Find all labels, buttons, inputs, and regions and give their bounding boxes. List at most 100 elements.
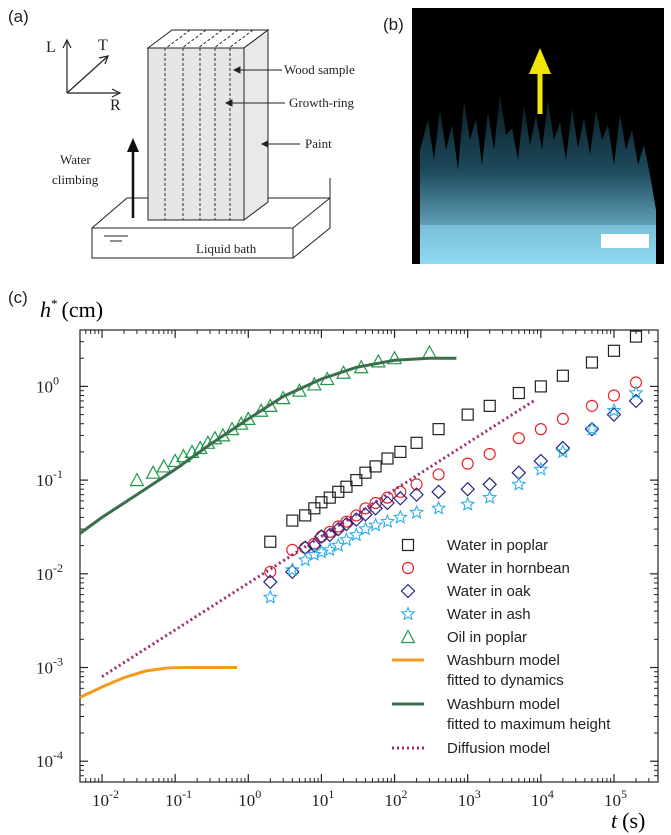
data-point xyxy=(306,546,322,562)
paint-label: Paint xyxy=(305,136,332,151)
data-point xyxy=(555,440,571,456)
series-line xyxy=(101,399,535,678)
legend-item: Washburn model fitted to maximum height xyxy=(392,696,611,733)
data-point xyxy=(340,480,353,493)
x-axis-title: t (s) xyxy=(611,808,645,833)
y-tick-exp: -2 xyxy=(53,561,63,575)
data-point xyxy=(409,487,424,502)
data-point xyxy=(297,552,313,567)
series-layer xyxy=(79,330,644,699)
legend-label: Water in oak xyxy=(447,583,531,600)
x-tick-label: 10-1 xyxy=(165,787,192,810)
series-dotted-7 xyxy=(101,399,535,678)
series-square-0 xyxy=(264,330,643,548)
x-tick-exp: -2 xyxy=(109,787,119,801)
y-tick-exp: -1 xyxy=(53,467,63,481)
wood-sample xyxy=(146,29,270,221)
y-axis-symbol: h xyxy=(40,297,51,322)
data-point xyxy=(432,468,445,481)
legend-label: Washburn model xyxy=(447,652,560,669)
data-point xyxy=(585,356,599,369)
x-tick-exp: -1 xyxy=(182,787,192,801)
data-point xyxy=(482,477,498,492)
data-point xyxy=(392,509,408,524)
x-tick-exp: 5 xyxy=(621,787,627,801)
data-point xyxy=(381,452,394,465)
data-point xyxy=(410,436,423,449)
data-point xyxy=(556,412,569,426)
y-tick-label: 10-1 xyxy=(36,467,63,490)
data-point xyxy=(387,350,403,365)
data-point xyxy=(628,385,644,400)
data-point xyxy=(460,496,476,511)
y-tick-label: 10-2 xyxy=(36,561,63,584)
climbing-direction-arrow xyxy=(529,48,551,114)
x-tick-label: 105 xyxy=(604,787,627,810)
x-tick-exp: 2 xyxy=(402,787,408,801)
data-point xyxy=(629,330,643,343)
legend-marker xyxy=(400,606,416,621)
data-point xyxy=(350,474,363,487)
axis-R-label: R xyxy=(110,97,121,114)
data-point xyxy=(432,423,445,436)
x-axis-unit: (s) xyxy=(622,808,645,833)
legend-item: Water in oak xyxy=(400,583,531,600)
panel-b-label: (b) xyxy=(383,15,404,34)
legend: Water in poplar Water in hornbean Water in… xyxy=(392,537,611,757)
data-point xyxy=(380,495,395,511)
legend-item: Diffusion model xyxy=(392,740,550,757)
legend-item: Water in hornbean xyxy=(401,560,570,577)
data-point xyxy=(359,502,372,515)
data-point xyxy=(394,445,407,459)
data-point xyxy=(607,389,621,402)
data-point xyxy=(461,457,474,470)
y-tick-base: 10 xyxy=(36,377,53,396)
x-tick-base: 10 xyxy=(385,791,402,810)
series-line-6 xyxy=(79,356,457,535)
wood-sample-label: Wood sample xyxy=(284,62,355,77)
data-point xyxy=(585,399,599,412)
data-point xyxy=(534,423,547,436)
x-tick-base: 10 xyxy=(604,791,621,810)
x-tick-base: 10 xyxy=(238,791,255,810)
y-tick-exp: -4 xyxy=(53,748,63,762)
data-point xyxy=(145,464,161,479)
x-tick-exp: 0 xyxy=(255,787,261,801)
legend-label: Water in ash xyxy=(447,606,531,623)
liquid-bath-label: Liquid bath xyxy=(196,241,257,256)
series-line xyxy=(79,666,237,699)
x-tick-label: 10-2 xyxy=(92,787,119,810)
data-point xyxy=(359,466,372,479)
y-tick-label: 100 xyxy=(36,373,59,396)
legend-label: Diffusion model xyxy=(447,740,550,757)
growth-ring-label: Growth-ring xyxy=(289,95,354,110)
scale-bar xyxy=(601,234,649,248)
legend-label-line2: fitted to dynamics xyxy=(447,672,564,689)
data-point xyxy=(606,402,622,418)
data-point xyxy=(584,421,600,436)
data-point xyxy=(607,344,621,357)
data-point xyxy=(368,517,384,532)
data-point xyxy=(394,485,407,498)
water-climbing-label-1: Water xyxy=(60,152,91,167)
series-line-5 xyxy=(79,666,237,699)
data-point xyxy=(512,386,525,400)
x-tick-base: 10 xyxy=(458,791,475,810)
data-point xyxy=(511,476,527,491)
legend-marker xyxy=(400,583,416,599)
annotation-pointers xyxy=(224,66,300,148)
data-point xyxy=(262,589,278,604)
legend-item: Water in ash xyxy=(400,606,531,623)
data-point xyxy=(381,491,394,504)
y-tick-exp: 0 xyxy=(53,373,59,387)
data-point xyxy=(460,481,476,497)
data-point xyxy=(348,526,364,542)
data-point xyxy=(369,460,382,473)
series-circle-1 xyxy=(264,376,643,578)
x-tick-label: 100 xyxy=(238,787,261,810)
y-axis-title: h* (cm) xyxy=(40,296,103,322)
series-triangle-4 xyxy=(129,344,437,487)
data-point xyxy=(421,344,437,359)
y-tick-base: 10 xyxy=(36,471,53,490)
data-point xyxy=(350,509,363,522)
